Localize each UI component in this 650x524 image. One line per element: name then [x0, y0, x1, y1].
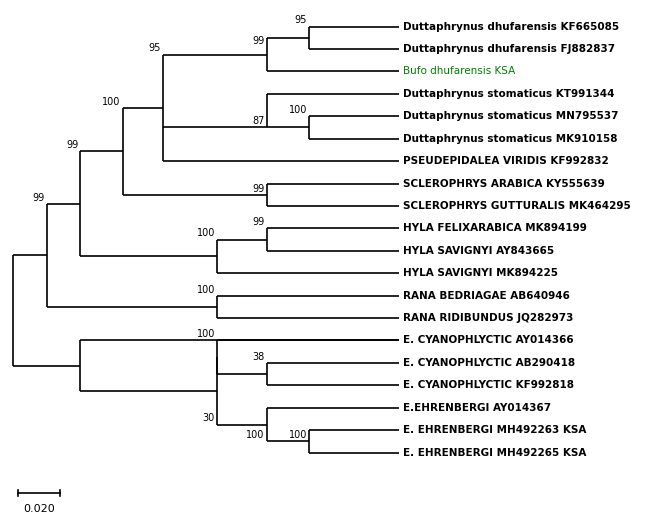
Text: E. CYANOPHLYCTIC AY014366: E. CYANOPHLYCTIC AY014366: [403, 335, 574, 345]
Text: 87: 87: [252, 116, 265, 126]
Text: Duttaphrynus stomaticus MK910158: Duttaphrynus stomaticus MK910158: [403, 134, 618, 144]
Text: RANA RIDIBUNDUS JQ282973: RANA RIDIBUNDUS JQ282973: [403, 313, 574, 323]
Text: PSEUDEPIDALEA VIRIDIS KF992832: PSEUDEPIDALEA VIRIDIS KF992832: [403, 156, 609, 166]
Text: 99: 99: [252, 217, 265, 227]
Text: 100: 100: [196, 285, 215, 294]
Text: HYLA SAVIGNYI MK894225: HYLA SAVIGNYI MK894225: [403, 268, 558, 278]
Text: 99: 99: [66, 140, 78, 150]
Text: Duttaphrynus stomaticus MN795537: Duttaphrynus stomaticus MN795537: [403, 111, 619, 121]
Text: 100: 100: [196, 330, 215, 340]
Text: 99: 99: [252, 36, 265, 46]
Text: E. EHRENBERGI MH492265 KSA: E. EHRENBERGI MH492265 KSA: [403, 447, 587, 457]
Text: SCLEROPHRYS GUTTURALIS MK464295: SCLEROPHRYS GUTTURALIS MK464295: [403, 201, 631, 211]
Text: 100: 100: [196, 228, 215, 238]
Text: Duttaphrynus dhufarensis KF665085: Duttaphrynus dhufarensis KF665085: [403, 21, 619, 31]
Text: 100: 100: [103, 97, 121, 107]
Text: 0.020: 0.020: [23, 504, 55, 514]
Text: Bufo dhufarensis KSA: Bufo dhufarensis KSA: [403, 67, 515, 77]
Text: 95: 95: [294, 15, 307, 25]
Text: SCLEROPHRYS ARABICA KY555639: SCLEROPHRYS ARABICA KY555639: [403, 179, 605, 189]
Text: E. CYANOPHLYCTIC AB290418: E. CYANOPHLYCTIC AB290418: [403, 358, 575, 368]
Text: Duttaphrynus stomaticus KT991344: Duttaphrynus stomaticus KT991344: [403, 89, 615, 99]
Text: HYLA SAVIGNYI AY843665: HYLA SAVIGNYI AY843665: [403, 246, 554, 256]
Text: E. EHRENBERGI MH492263 KSA: E. EHRENBERGI MH492263 KSA: [403, 425, 587, 435]
Text: 100: 100: [246, 430, 265, 440]
Text: 30: 30: [203, 413, 215, 423]
Text: 38: 38: [252, 352, 265, 362]
Text: Duttaphrynus dhufarensis FJ882837: Duttaphrynus dhufarensis FJ882837: [403, 44, 616, 54]
Text: E. CYANOPHLYCTIC KF992818: E. CYANOPHLYCTIC KF992818: [403, 380, 575, 390]
Text: 100: 100: [289, 430, 307, 440]
Text: E.EHRENBERGI AY014367: E.EHRENBERGI AY014367: [403, 403, 551, 413]
Text: 99: 99: [32, 193, 45, 203]
Text: 95: 95: [149, 43, 161, 53]
Text: 99: 99: [252, 183, 265, 194]
Text: HYLA FELIXARABICA MK894199: HYLA FELIXARABICA MK894199: [403, 223, 587, 233]
Text: RANA BEDRIAGAE AB640946: RANA BEDRIAGAE AB640946: [403, 291, 570, 301]
Text: 100: 100: [289, 105, 307, 115]
